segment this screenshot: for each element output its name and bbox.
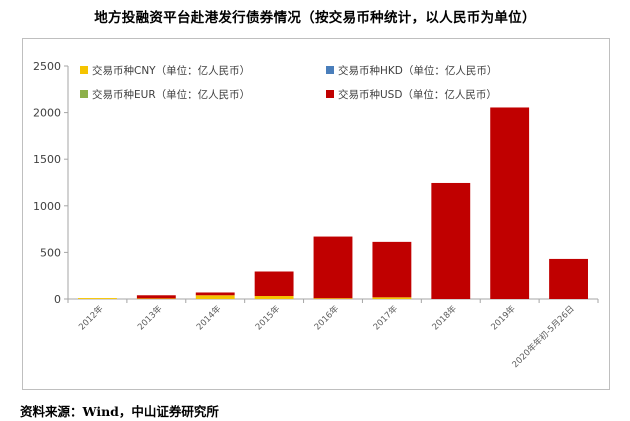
- y-tick-label: 1500: [33, 153, 61, 166]
- bar-segment: [313, 298, 353, 299]
- bar-segment: [372, 241, 412, 298]
- bar-segment: [136, 298, 176, 299]
- legend-swatch: [326, 66, 334, 74]
- legend-swatch: [80, 66, 88, 74]
- legend-label: 交易币种EUR（单位：亿人民币）: [92, 88, 250, 101]
- x-tick-label: 2013年: [135, 303, 164, 332]
- y-tick-label: 1000: [33, 200, 61, 213]
- legend-swatch: [80, 90, 88, 98]
- bar-segment: [195, 295, 235, 299]
- x-axis: 2012年 2013年 2014年 2015年 2016年 2017年 2018年 2019年…: [67, 298, 599, 370]
- x-tick-label: 2018年: [430, 303, 459, 332]
- y-tick-label: 0: [54, 293, 61, 306]
- bar-segment: [195, 292, 235, 296]
- bar-segment: [549, 258, 588, 299]
- legend-label: 交易币种USD（单位：亿人民币）: [338, 88, 497, 101]
- chart-title: 地方投融资平台赴港发行债券情况（按交易币种统计，以人民币为单位）: [94, 10, 536, 26]
- bar-segment: [254, 296, 294, 299]
- x-tick-label: 2014年: [194, 303, 223, 332]
- y-tick-label: 2000: [33, 107, 61, 120]
- x-tick-label: 2019年: [489, 303, 518, 332]
- bar-segment: [136, 295, 176, 299]
- bar-segment: [431, 182, 471, 299]
- bar-segment: [490, 107, 530, 299]
- y-tick-label: 500: [40, 246, 61, 259]
- bars: [78, 107, 588, 299]
- x-tick-label: 2012年: [76, 303, 105, 332]
- x-tick-label: 2017年: [371, 303, 400, 332]
- x-tick-label: 2015年: [253, 303, 282, 332]
- bar-segment: [78, 298, 117, 299]
- legend-label: 交易币种HKD（单位：亿人民币）: [338, 64, 497, 77]
- chart-frame: [22, 38, 610, 390]
- legend: 交易币种CNY（单位：亿人民币） 交易币种HKD（单位：亿人民币） 交易币种EUR（…: [80, 64, 497, 101]
- legend-swatch: [326, 90, 334, 98]
- x-tick-label: 2020年年初-5月26日: [510, 303, 577, 370]
- source-note: 资料来源：Wind，中山证券研究所: [20, 404, 219, 419]
- bar-segment: [313, 236, 353, 299]
- legend-label: 交易币种CNY（单位：亿人民币）: [92, 64, 250, 77]
- x-tick-label: 2016年: [312, 303, 341, 332]
- y-tick-label: 2500: [33, 60, 61, 73]
- bar-segment: [372, 297, 412, 299]
- y-axis: 0 500 1000 1500 2000 2500: [33, 60, 69, 306]
- bar-segment: [254, 271, 294, 297]
